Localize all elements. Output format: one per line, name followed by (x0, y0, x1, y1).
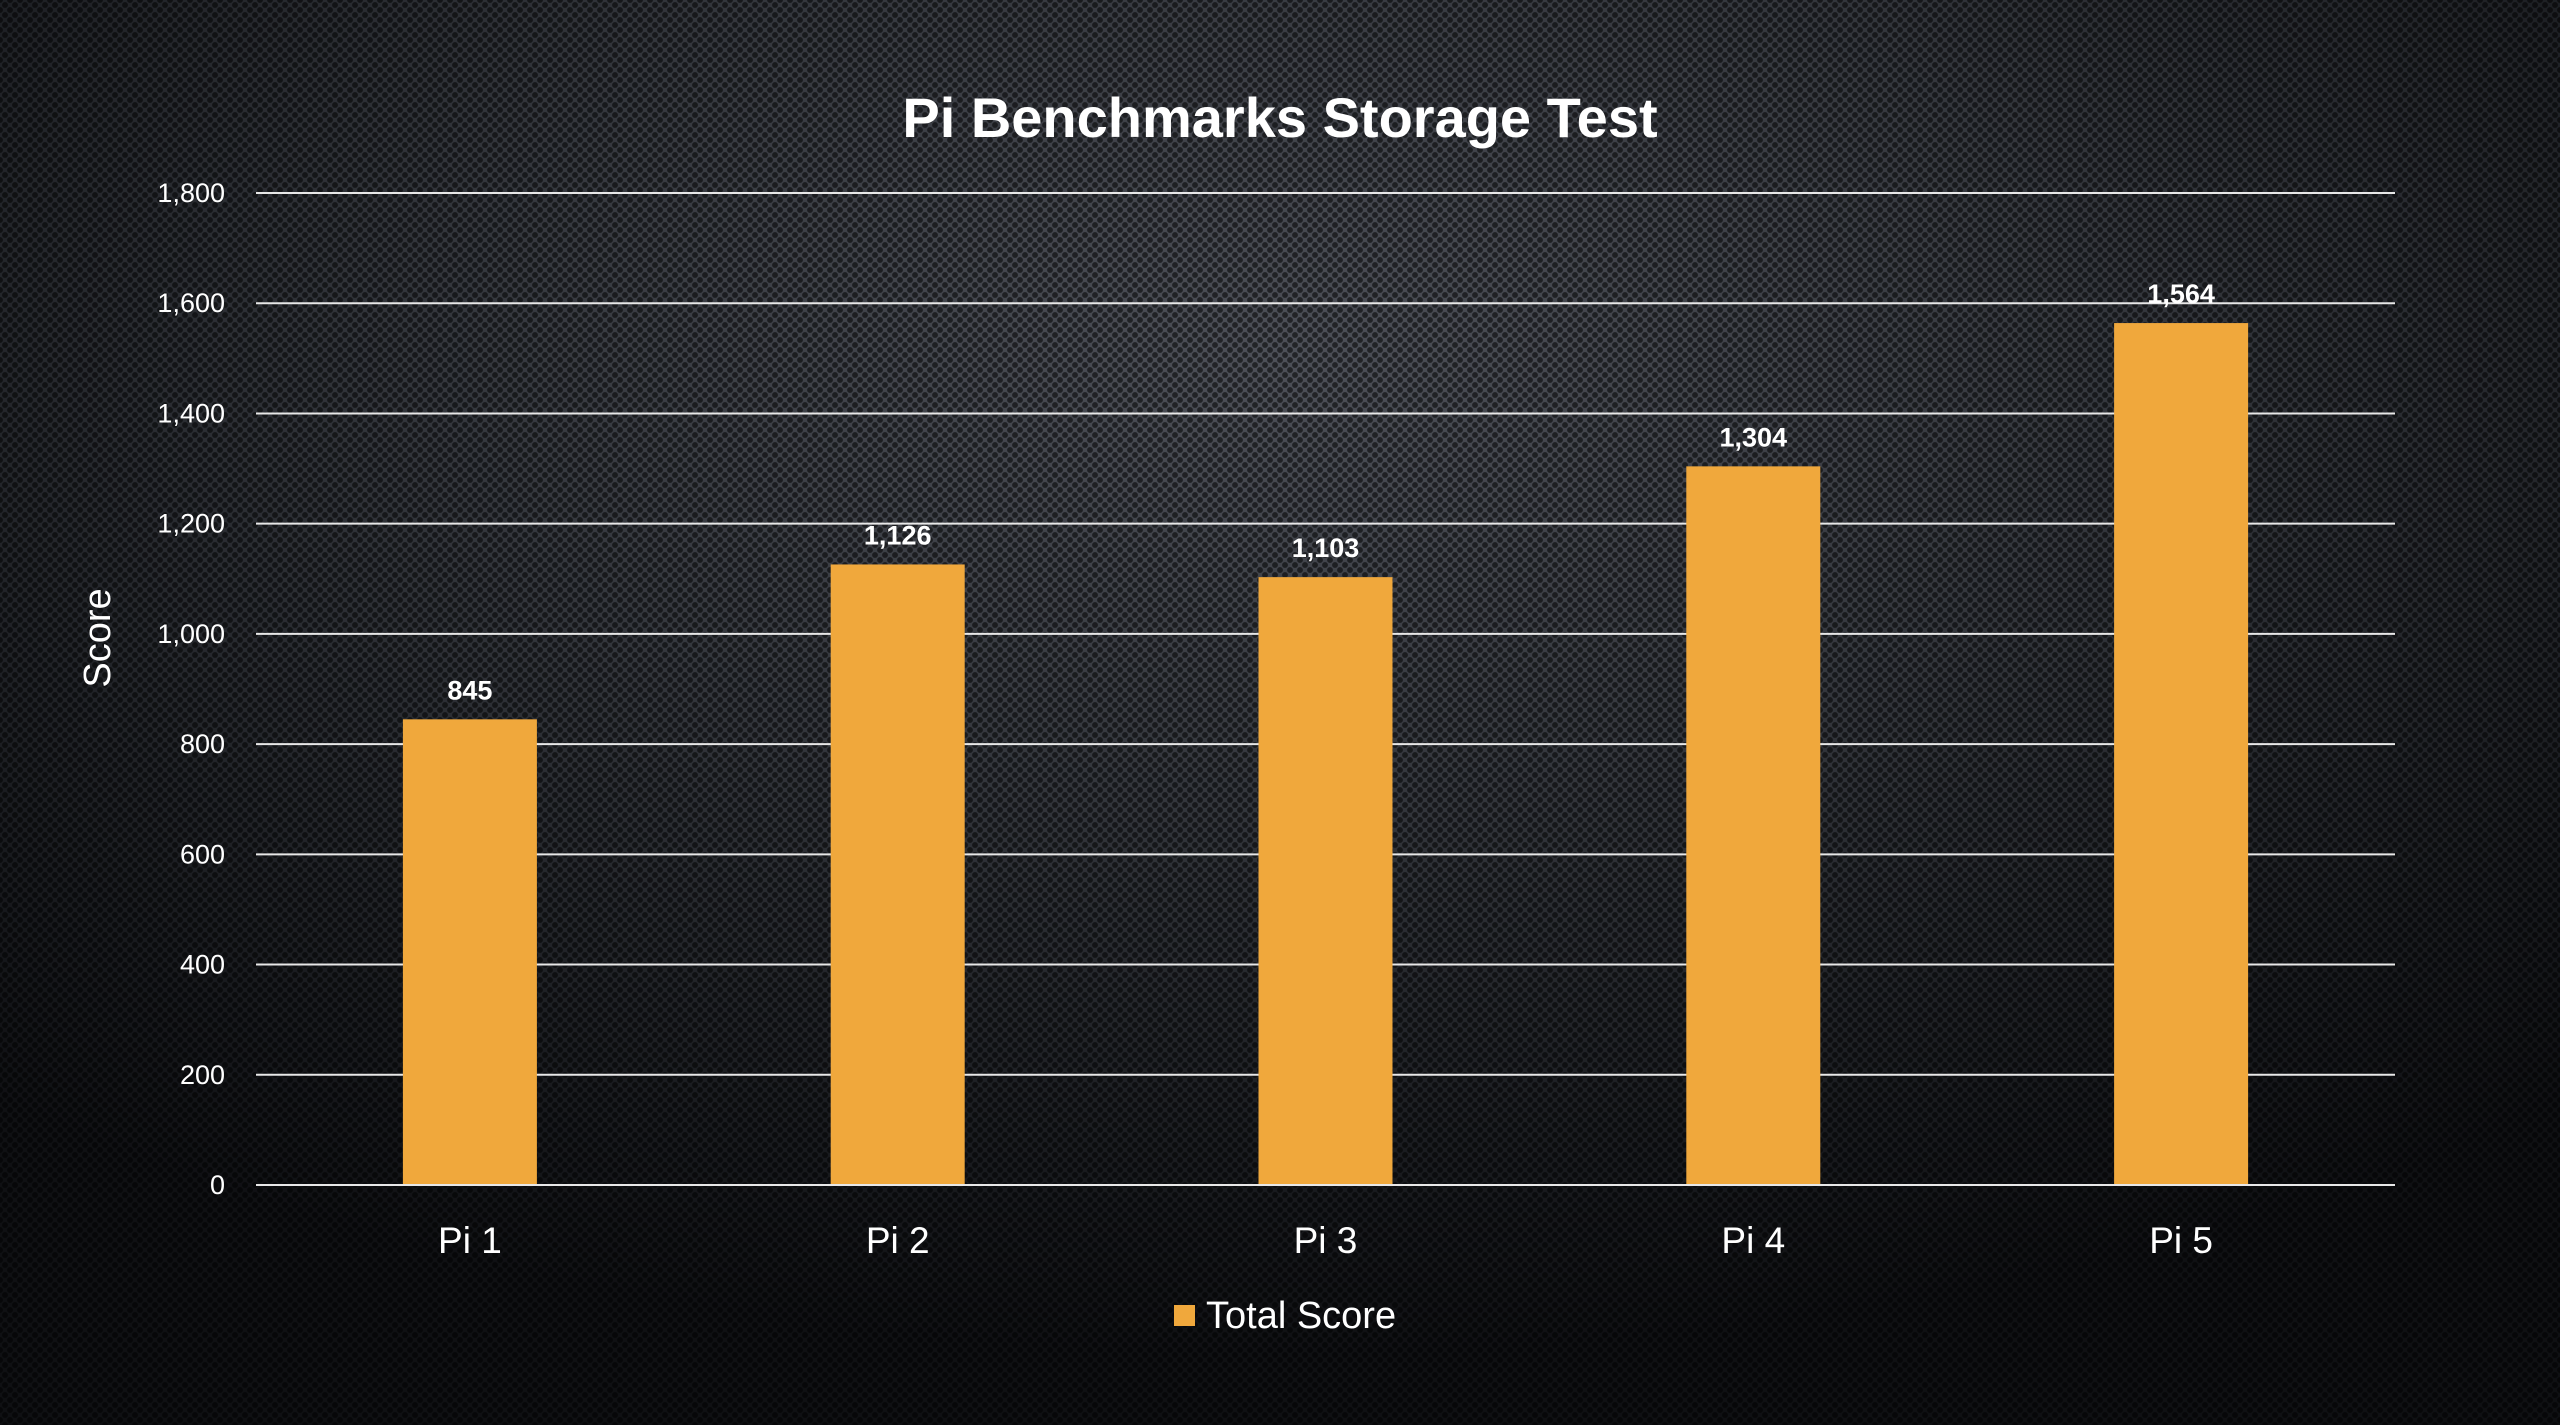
data-label: 1,103 (1292, 533, 1360, 563)
legend-swatch (1174, 1305, 1195, 1326)
legend-label: Total Score (1206, 1295, 1396, 1337)
x-tick-label: Pi 4 (1721, 1220, 1785, 1261)
y-tick-label: 1,600 (157, 288, 225, 318)
x-tick-label: Pi 2 (866, 1220, 930, 1261)
data-label: 845 (447, 675, 492, 705)
bar (402, 719, 537, 1184)
x-tick-label: Pi 3 (1294, 1220, 1358, 1261)
y-tick-label: 1,400 (157, 398, 225, 428)
data-label: 1,126 (864, 520, 932, 550)
y-tick-label: 200 (180, 1060, 225, 1090)
y-tick-label: 1,200 (157, 509, 225, 539)
legend: Total Score (1174, 1295, 1396, 1337)
bar (2114, 323, 2249, 1184)
bar (1686, 466, 1821, 1185)
y-tick-label: 800 (180, 729, 225, 759)
bar (830, 564, 965, 1184)
x-tick-label: Pi 1 (438, 1220, 502, 1261)
y-axis-label: Score (77, 588, 119, 687)
y-tick-label: 400 (180, 950, 225, 980)
data-label: 1,304 (1720, 422, 1788, 452)
y-tick-label: 1,000 (157, 619, 225, 649)
data-label: 1,564 (2147, 279, 2215, 309)
y-tick-label: 1,800 (157, 178, 225, 208)
y-tick-label: 600 (180, 839, 225, 869)
x-tick-label: Pi 5 (2149, 1220, 2213, 1261)
y-tick-label: 0 (210, 1170, 225, 1200)
chart-title: Pi Benchmarks Storage Test (902, 86, 1657, 149)
bar (1258, 577, 1393, 1184)
